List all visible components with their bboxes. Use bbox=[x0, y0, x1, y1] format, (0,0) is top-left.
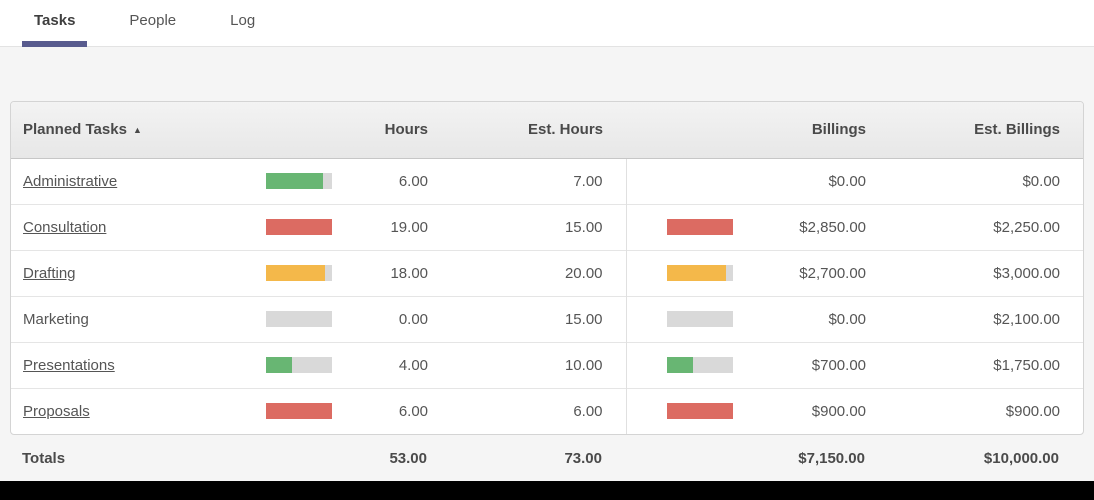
sort-asc-icon: ▲ bbox=[132, 125, 142, 136]
tab-people[interactable]: People bbox=[117, 0, 188, 47]
hours-cell: 6.00 bbox=[351, 387, 429, 434]
hours-bar-cell bbox=[256, 387, 352, 434]
table-row: Administrative 6.00 7.00 $0.00 $0.00 bbox=[11, 158, 1083, 204]
totals-est-hours: 73.00 bbox=[564, 449, 602, 467]
hours-bar-cell bbox=[256, 203, 352, 250]
hours-cell: 4.00 bbox=[351, 341, 429, 388]
hours-bar-cell bbox=[256, 341, 352, 388]
table-row: Marketing 0.00 15.00 $0.00 $2,100.00 bbox=[11, 295, 1083, 342]
bottom-black-strip bbox=[0, 481, 1094, 500]
hours-progress-bar bbox=[266, 265, 332, 281]
table-header-row: Planned Tasks ▲ Hours Est. Hours Billings… bbox=[11, 102, 1083, 159]
table-row: Drafting 18.00 20.00 $2,700.00 $3,000.00 bbox=[11, 249, 1083, 296]
hours-bar-cell bbox=[256, 158, 351, 204]
billings-progress-bar bbox=[666, 403, 733, 420]
billings-bar-cell bbox=[625, 158, 733, 204]
column-header-est-billings: Est. Billings bbox=[866, 102, 1083, 159]
est-billings-cell: $0.00 bbox=[1022, 172, 1061, 190]
table-row: Presentations 4.00 10.00 $700.00 $1,750.… bbox=[11, 341, 1083, 388]
column-header-planned-tasks[interactable]: Planned Tasks ▲ bbox=[11, 102, 352, 159]
totals-billings: $7,150.00 bbox=[798, 449, 865, 467]
task-link[interactable]: Proposals bbox=[23, 402, 90, 420]
est-billings-cell: $1,750.00 bbox=[866, 341, 1083, 388]
totals-label: Totals bbox=[22, 449, 66, 467]
billings-cell: $700.00 bbox=[732, 341, 867, 388]
totals-hours: 53.00 bbox=[389, 449, 427, 467]
billings-cell: $0.00 bbox=[828, 172, 867, 190]
task-link[interactable]: Consultation bbox=[23, 218, 107, 236]
task-link[interactable]: Drafting bbox=[23, 264, 76, 282]
billings-progress-bar bbox=[666, 311, 733, 327]
task-link[interactable]: Presentations bbox=[23, 356, 115, 374]
hours-progress-bar bbox=[266, 311, 332, 327]
task-cell: Consultation bbox=[11, 203, 256, 250]
planned-tasks-table-card: Planned Tasks ▲ Hours Est. Hours Billings… bbox=[10, 101, 1084, 435]
est-billings-cell: $2,250.00 bbox=[866, 203, 1083, 250]
planned-tasks-table: Planned Tasks ▲ Hours Est. Hours Billings… bbox=[11, 102, 1083, 434]
totals-section: Totals 53.00 73.00 $7,150.00 $10,000.00 bbox=[10, 435, 1084, 481]
est-hours-cell: 20.00 bbox=[428, 249, 627, 296]
billings-bar-cell bbox=[625, 295, 733, 342]
column-header-planned-tasks-label: Planned Tasks bbox=[23, 121, 127, 139]
est-hours-cell: 15.00 bbox=[428, 203, 627, 250]
est-hours-cell: 7.00 bbox=[573, 172, 603, 190]
hours-progress-bar bbox=[266, 219, 332, 235]
hours-cell: 18.00 bbox=[351, 249, 429, 296]
tab-tasks[interactable]: Tasks bbox=[22, 0, 88, 47]
billings-bar-cell bbox=[625, 341, 733, 388]
est-hours-cell: 15.00 bbox=[428, 295, 627, 342]
task-cell: Administrative bbox=[11, 158, 256, 204]
tab-log[interactable]: Log bbox=[218, 0, 267, 47]
tab-people-label: People bbox=[129, 12, 177, 29]
tab-bar: Tasks People Log bbox=[0, 0, 1094, 47]
billings-progress-bar bbox=[666, 219, 733, 235]
column-header-billings: Billings bbox=[732, 102, 867, 159]
billings-bar-cell bbox=[625, 249, 733, 296]
billings-cell: $2,850.00 bbox=[732, 203, 867, 250]
hours-cell: 6.00 bbox=[398, 172, 429, 190]
task-cell: Proposals bbox=[11, 387, 256, 434]
task-cell: Marketing bbox=[11, 295, 256, 342]
task-cell: Drafting bbox=[11, 249, 256, 296]
totals-est-billings: $10,000.00 bbox=[983, 449, 1059, 467]
billings-cell: $0.00 bbox=[732, 295, 867, 342]
column-header-est-hours: Est. Hours bbox=[428, 102, 627, 159]
est-billings-cell: $900.00 bbox=[866, 387, 1083, 434]
table-row: Proposals 6.00 6.00 $900.00 $900.00 bbox=[11, 387, 1083, 434]
task-link: Marketing bbox=[23, 310, 89, 328]
column-header-hours: Hours bbox=[351, 102, 429, 159]
hours-cell: 0.00 bbox=[351, 295, 429, 342]
billings-cell: $900.00 bbox=[732, 387, 867, 434]
hours-progress-bar bbox=[266, 403, 332, 420]
hours-cell: 19.00 bbox=[351, 203, 429, 250]
task-link[interactable]: Administrative bbox=[23, 172, 118, 190]
billings-progress-bar bbox=[666, 265, 733, 281]
est-hours-cell: 6.00 bbox=[428, 387, 627, 434]
hours-bar-cell bbox=[256, 249, 352, 296]
totals-row: Totals 53.00 73.00 $7,150.00 $10,000.00 bbox=[10, 435, 1082, 481]
hours-bar-cell bbox=[256, 295, 352, 342]
billings-progress-bar bbox=[666, 357, 733, 373]
tab-tasks-label: Tasks bbox=[34, 12, 76, 29]
est-billings-cell: $2,100.00 bbox=[866, 295, 1083, 342]
billings-bar-cell bbox=[625, 387, 733, 434]
tab-log-label: Log bbox=[230, 12, 256, 29]
est-billings-cell: $3,000.00 bbox=[866, 249, 1083, 296]
column-header-billings-spacer bbox=[626, 102, 733, 159]
billings-cell: $2,700.00 bbox=[732, 249, 867, 296]
billings-bar-cell bbox=[625, 203, 733, 250]
hours-progress-bar bbox=[266, 357, 332, 373]
task-cell: Presentations bbox=[11, 341, 256, 388]
est-hours-cell: 10.00 bbox=[428, 341, 627, 388]
table-row: Consultation 19.00 15.00 $2,850.00 $2,25… bbox=[11, 203, 1083, 250]
hours-progress-bar bbox=[266, 173, 332, 189]
